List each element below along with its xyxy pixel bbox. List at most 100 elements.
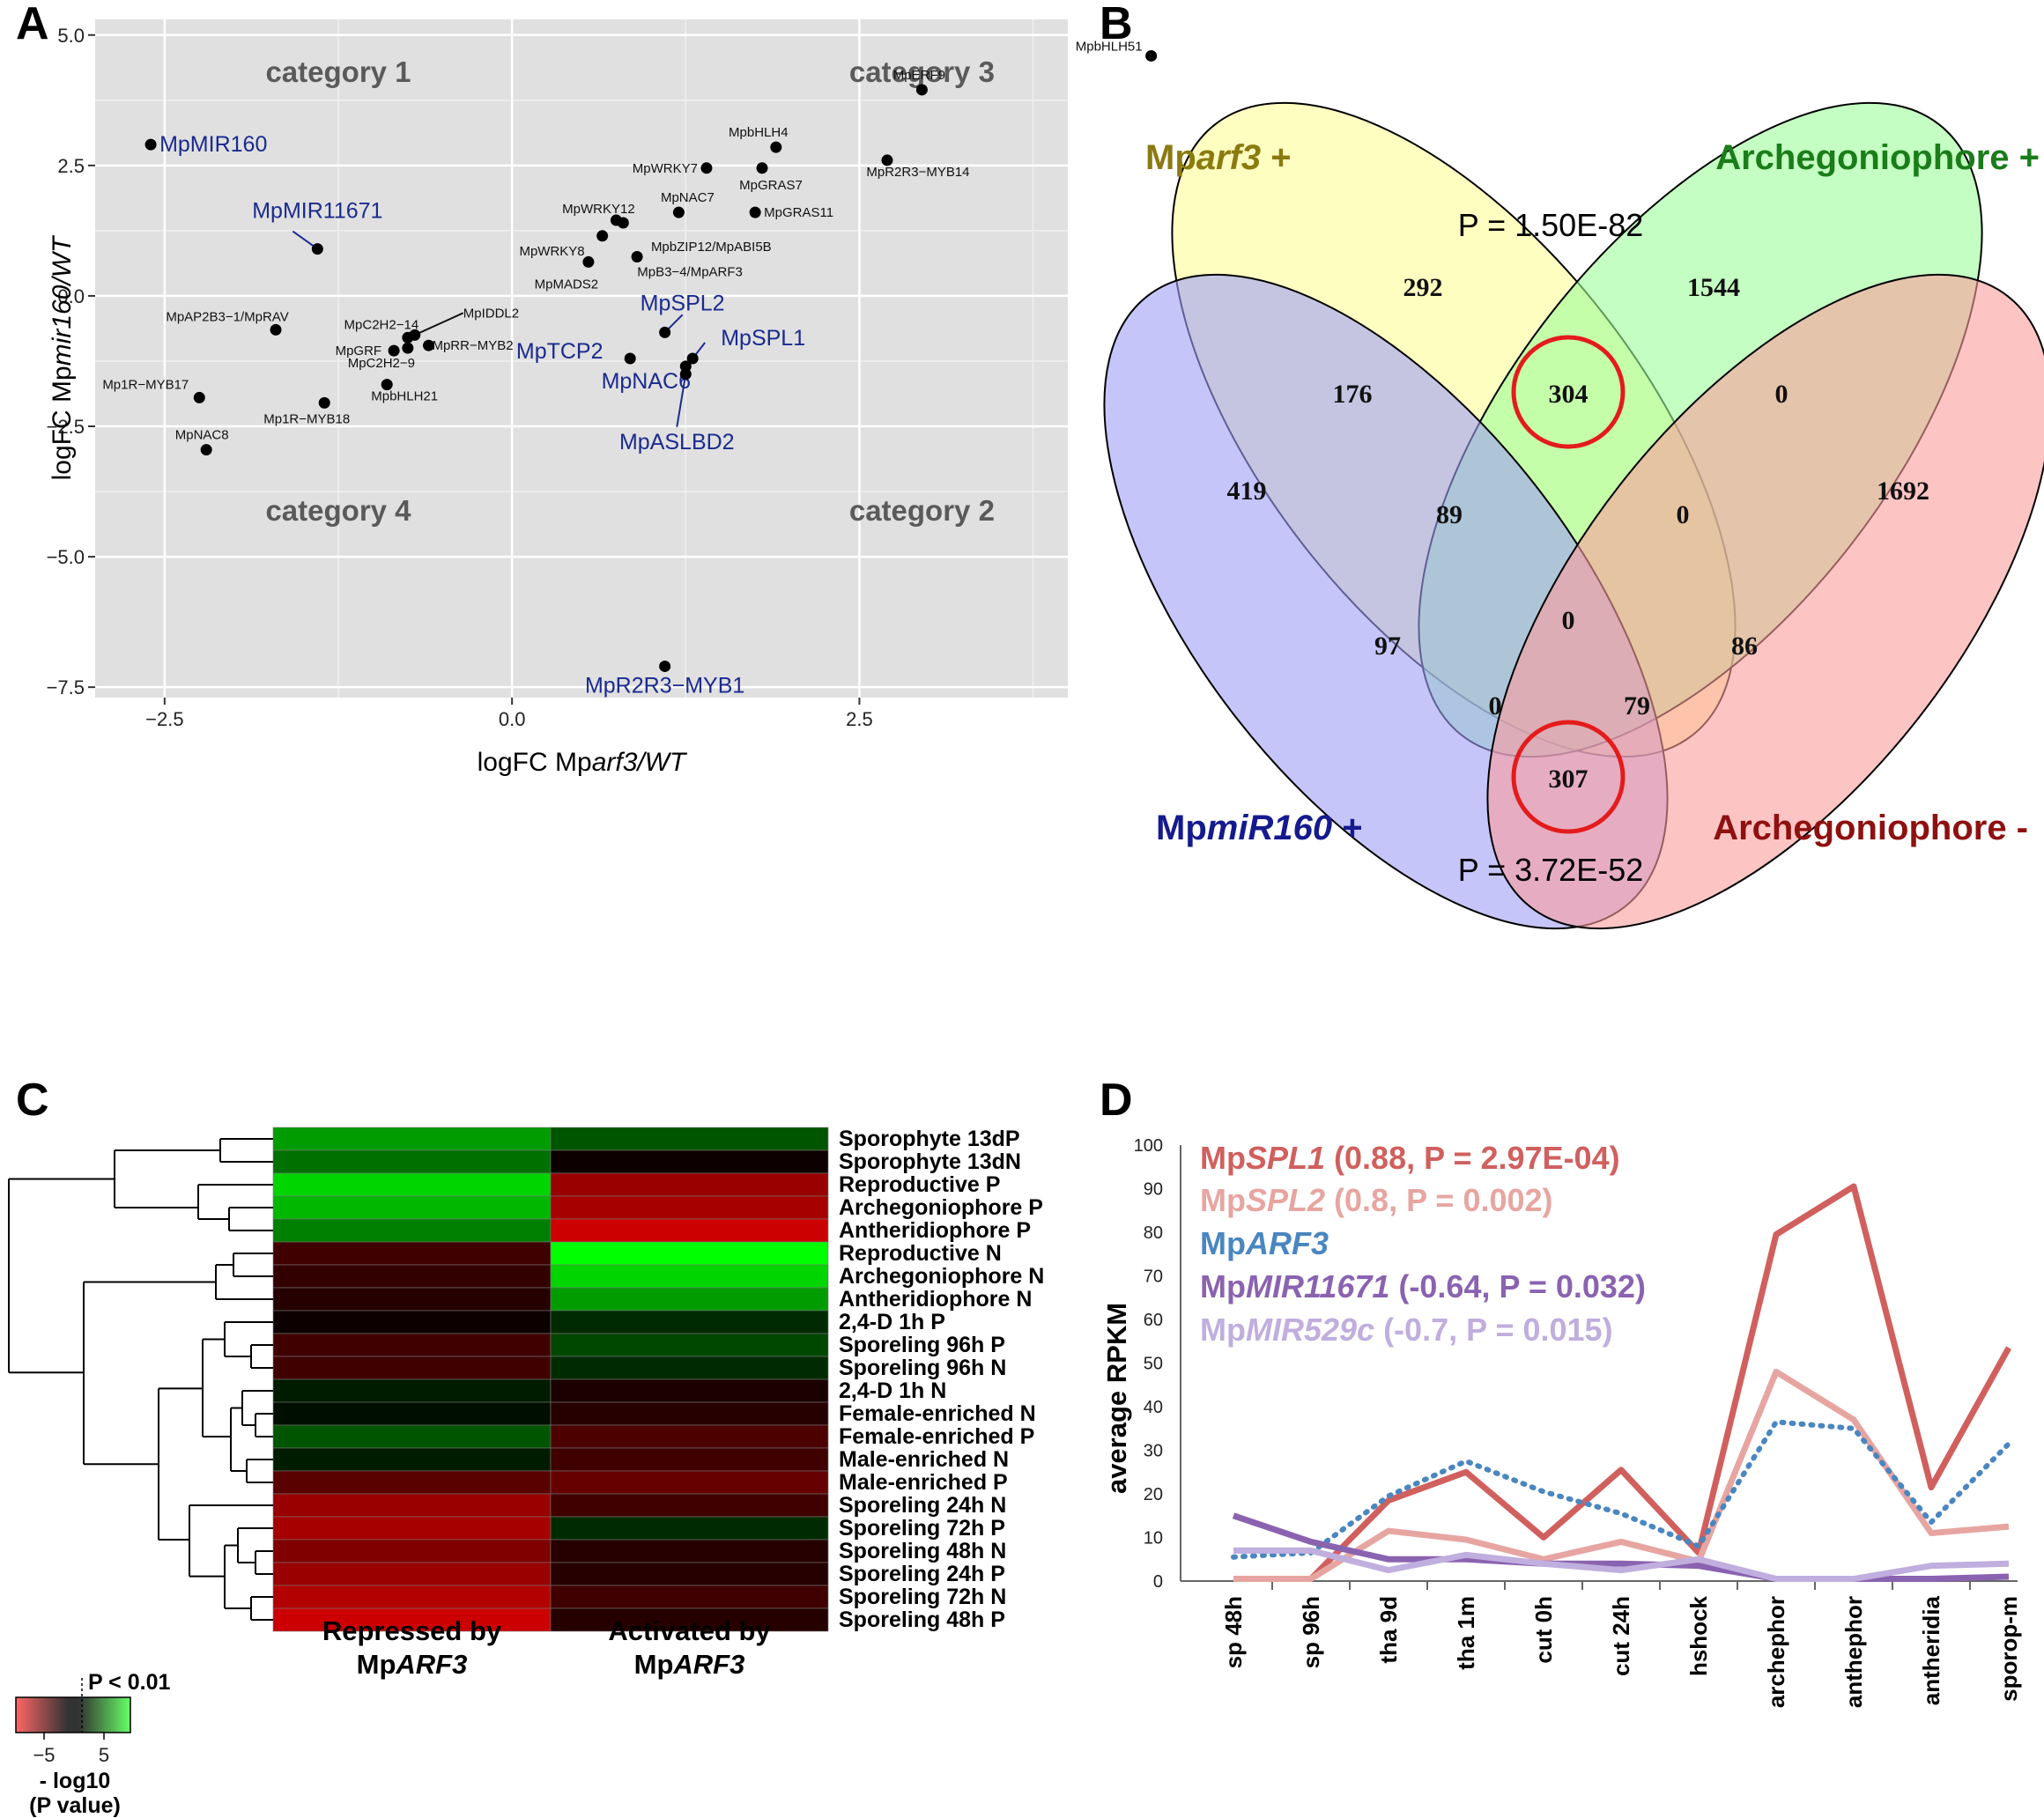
series-line: [1232, 1512, 2010, 1583]
x-tick-label: sp 48h: [1220, 1596, 1247, 1668]
heatmap-cell: [272, 1378, 552, 1403]
legend-entry: MpARF3: [1200, 1225, 1329, 1261]
y-tick-label: −7.5: [47, 676, 85, 698]
legend-entry: MpSPL2 (0.8, P = 0.002): [1200, 1182, 1553, 1218]
heatmap-row-label: Sporeling 72h N: [839, 1585, 1006, 1609]
heatmap-cell: [550, 1264, 829, 1289]
heatmap-cell: [272, 1195, 552, 1220]
point-label: MpbHLH21: [371, 389, 438, 404]
y-tick-label: 80: [1144, 1223, 1163, 1243]
heatmap-row-label: Antheridiophore N: [839, 1287, 1032, 1312]
y-axis-title: logFC Mpmir160/WT: [48, 234, 77, 480]
line-chart-d: 0 10 20 30 40 50 60 70 80 90 100 average RPKM sp 48h…: [1101, 1136, 2022, 1708]
point-label: MpSPL2: [641, 291, 725, 315]
heatmap-cell: [550, 1470, 829, 1495]
leader-line: [676, 373, 687, 427]
heatmap-row-label: Sporeling 96h P: [839, 1333, 1005, 1357]
point-label: MpSPL1: [721, 326, 805, 351]
scale-title: (P value): [29, 1793, 121, 1818]
y-tick-label: −2.5: [47, 416, 85, 438]
point-label: MpR2R3−MYB14: [866, 165, 969, 180]
highlight-circle-bottom: [1511, 720, 1626, 834]
heatmap-cell: [272, 1218, 552, 1243]
data-point: [672, 206, 685, 218]
point-label: MpC2H2−14: [344, 317, 419, 332]
heatmap-row-label: Sporeling 24h P: [839, 1562, 1005, 1586]
heatmap-row-label: 2,4-D 1h N: [839, 1378, 946, 1403]
point-label: MpWRKY12: [562, 202, 635, 217]
venn-count: 292: [1403, 273, 1443, 302]
x-tick-label: sp 96h: [1298, 1596, 1324, 1668]
scale-tick-label: −5: [33, 1744, 55, 1766]
heatmap-cell: [550, 1356, 829, 1380]
venn-count: 89: [1436, 500, 1463, 529]
point-label: MpAP2B3−1/MpRAV: [166, 309, 288, 324]
threshold-label: P < 0.01: [88, 1670, 170, 1695]
venn-set-label: Archegoniophore -: [1713, 809, 2028, 847]
heatmap-row-label: Sporeling 48h N: [839, 1539, 1006, 1563]
heatmap-cell: [272, 1333, 552, 1357]
data-point: [617, 217, 629, 229]
data-point: [1145, 49, 1158, 62]
x-tick-label: tha 9d: [1375, 1596, 1402, 1664]
y-tick-label: 0: [1153, 1572, 1163, 1592]
data-point: [200, 444, 212, 456]
heatmap-col-label: Repressed by: [322, 1615, 502, 1646]
point-label: MpRR−MYB2: [432, 338, 513, 353]
venn-set-ellipse: [1486, 273, 2044, 930]
point-label: MpIDDL2: [463, 306, 519, 321]
data-point: [423, 339, 435, 351]
data-point: [881, 154, 893, 166]
data-point: [402, 342, 414, 354]
heatmap-cell: [272, 1310, 552, 1334]
x-tick-label: tha 1m: [1453, 1596, 1479, 1670]
category-label: category 3: [849, 55, 995, 88]
heatmap-cell: [272, 1172, 552, 1197]
heatmap-row-label: Reproductive N: [839, 1241, 1002, 1266]
heatmap-row-label: Sporophyte 13dN: [839, 1149, 1021, 1174]
heatmap-cell: [550, 1516, 829, 1541]
panel-label-a: A: [16, 0, 49, 49]
legend-entry: MpMIR529c (-0.7, P = 0.015): [1200, 1312, 1613, 1348]
data-point: [270, 323, 282, 336]
data-point: [582, 255, 595, 268]
point-label: MpGRAS11: [764, 205, 833, 220]
y-tick-label: 90: [1144, 1180, 1163, 1200]
point-label: MpTCP2: [516, 339, 604, 364]
venn-set-label: Mparf3 +: [1145, 138, 1292, 177]
data-point: [631, 251, 643, 262]
heatmap-cell: [272, 1241, 552, 1266]
heatmap-cell: [550, 1493, 829, 1518]
legend-entry: MpSPL1 (0.88, P = 2.97E-04): [1200, 1140, 1620, 1176]
color-scale-bar: [15, 1696, 131, 1733]
heatmap-row-label: Sporeling 24h N: [839, 1493, 1006, 1518]
point-label: MpERF9: [893, 68, 945, 83]
series-line: [1233, 1183, 2012, 1583]
data-point: [686, 352, 699, 365]
heatmap-cell: [272, 1264, 552, 1289]
heatmap-cell: [550, 1287, 829, 1312]
series-line: [1233, 1547, 2010, 1583]
y-tick-label: 50: [1144, 1355, 1163, 1374]
venn-diagram-b: 292 1544 419 1692 176 304 0 89 0 0 97 86 0 79 307 Mparf…: [1103, 101, 2044, 930]
point-label: MpbHLH51: [1076, 39, 1143, 54]
point-label: MpNAC8: [175, 428, 229, 443]
y-tick-label: 2.5: [57, 155, 85, 177]
x-tick-label: cut 0h: [1530, 1596, 1557, 1664]
heatmap-cell: [272, 1401, 552, 1426]
heatmap-row-label: Archegoniophore N: [839, 1264, 1044, 1289]
heatmap-cell: [272, 1539, 552, 1563]
heatmap-row-label: Male-enriched P: [839, 1470, 1008, 1495]
venn-count: 86: [1731, 632, 1758, 661]
heatmap-col-label: Activated by: [608, 1615, 771, 1646]
heatmap-row-label: Antheridiophore P: [839, 1218, 1031, 1243]
point-label: MpNAC7: [661, 190, 715, 205]
point-label: MpB3−4/MpARF3: [637, 265, 743, 280]
point-label: Mp1R−MYB18: [263, 411, 350, 426]
y-tick-label: 30: [1144, 1442, 1163, 1461]
y-tick-label: 40: [1144, 1398, 1163, 1417]
legend-entry: MpMIR11671 (-0.64, P = 0.032): [1200, 1268, 1646, 1304]
point-label: MpR2R3−MYB1: [585, 673, 744, 698]
data-point: [915, 84, 928, 96]
